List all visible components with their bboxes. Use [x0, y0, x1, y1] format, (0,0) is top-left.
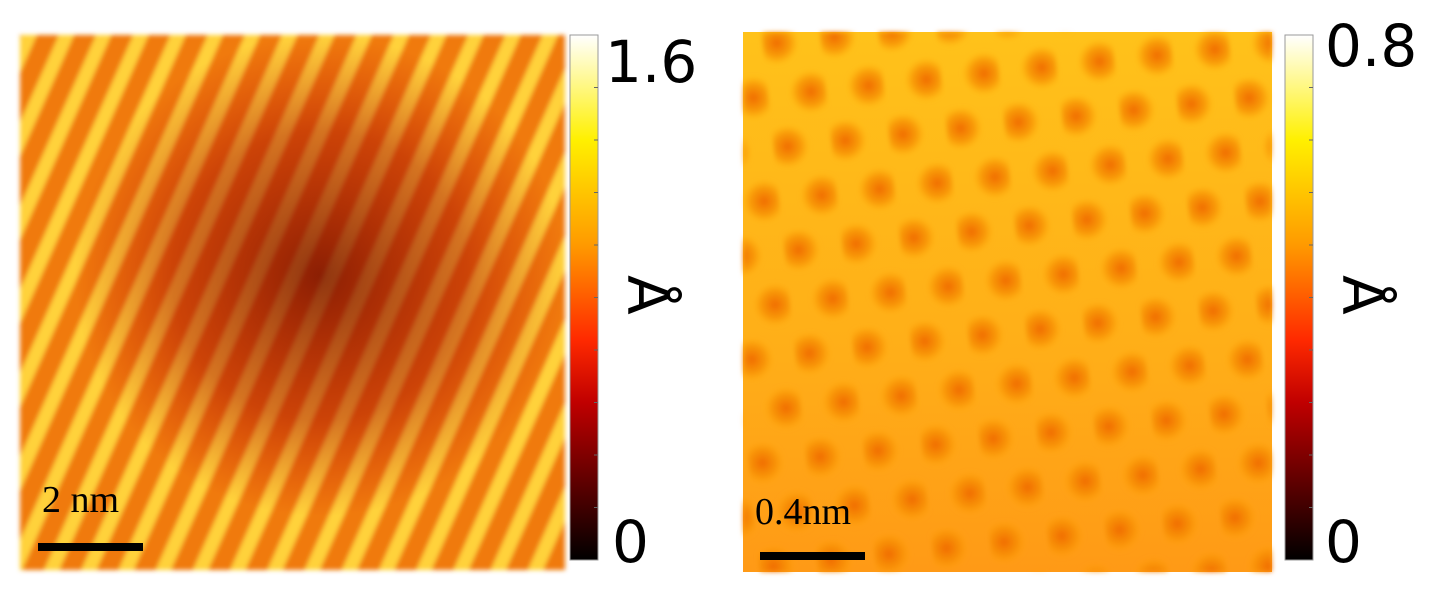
colorbar-max: 1.6 [605, 28, 697, 96]
scale-bar [38, 543, 143, 551]
scale-bar-label: 2 nm [42, 479, 119, 521]
colorbar-max: 0.8 [1325, 12, 1417, 80]
colorbar [569, 34, 599, 561]
colorbar-unit: Å [1329, 275, 1398, 315]
stm-image-right [743, 32, 1272, 572]
scale-bar-label: 0.4nm [755, 491, 851, 533]
stm-image-left [20, 35, 565, 570]
colorbar-min: 0 [612, 508, 649, 576]
scale-bar [760, 552, 865, 560]
colorbar [1284, 34, 1314, 561]
colorbar-min: 0 [1325, 508, 1362, 576]
colorbar-unit: Å [614, 275, 683, 315]
